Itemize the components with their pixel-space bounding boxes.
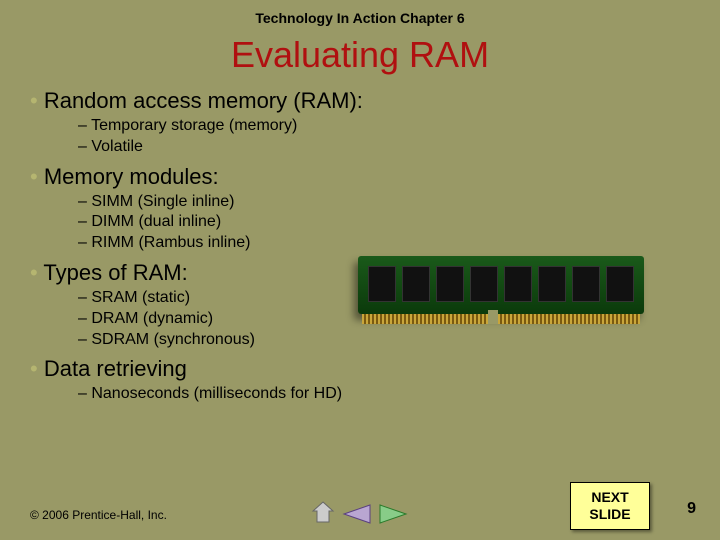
- sub-item: Nanoseconds (milliseconds for HD): [78, 384, 720, 405]
- next-shape: [380, 505, 406, 523]
- nav-button-group: [310, 499, 408, 530]
- ram-chip: [402, 266, 430, 302]
- page-title: Evaluating RAM: [0, 34, 720, 76]
- bullet-modules: Memory modules:: [30, 164, 720, 190]
- ram-notch: [488, 310, 498, 324]
- ram-chips: [368, 266, 634, 302]
- bullet-retrieving: Data retrieving: [30, 356, 720, 382]
- slide-number: 9: [687, 500, 696, 518]
- sub-item: SIMM (Single inline): [78, 192, 720, 213]
- prev-shape: [344, 505, 370, 523]
- sub-item: Volatile: [78, 137, 720, 158]
- content-area: Random access memory (RAM): Temporary st…: [0, 88, 720, 405]
- ram-chip: [436, 266, 464, 302]
- home-icon[interactable]: [310, 499, 336, 530]
- ram-chip: [470, 266, 498, 302]
- prev-icon[interactable]: [342, 503, 372, 530]
- sub-list-modules: SIMM (Single inline) DIMM (dual inline) …: [30, 192, 720, 254]
- sub-item: Temporary storage (memory): [78, 116, 720, 137]
- sub-list-ram: Temporary storage (memory) Volatile: [30, 116, 720, 158]
- home-shape: [313, 502, 333, 522]
- ram-chip: [572, 266, 600, 302]
- ram-pins: [362, 314, 640, 324]
- ram-chip: [538, 266, 566, 302]
- next-icon[interactable]: [378, 503, 408, 530]
- ram-chip: [606, 266, 634, 302]
- chapter-header: Technology In Action Chapter 6: [0, 0, 720, 26]
- sub-item: DIMM (dual inline): [78, 212, 720, 233]
- ram-chip: [504, 266, 532, 302]
- sub-item: SDRAM (synchronous): [78, 330, 720, 351]
- next-slide-button[interactable]: NEXT SLIDE: [570, 482, 650, 530]
- ram-chip: [368, 266, 396, 302]
- sub-list-retrieving: Nanoseconds (milliseconds for HD): [30, 384, 720, 405]
- bullet-ram: Random access memory (RAM):: [30, 88, 720, 114]
- ram-module-image: [358, 248, 644, 328]
- copyright: © 2006 Prentice-Hall, Inc.: [30, 508, 167, 522]
